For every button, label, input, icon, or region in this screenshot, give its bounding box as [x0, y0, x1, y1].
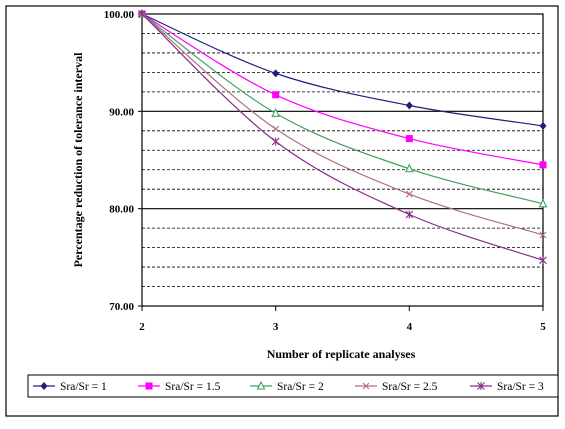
x-axis-tick-labels: 2 3 4 5	[139, 306, 546, 333]
series-4-point-stroke	[539, 231, 547, 239]
legend-swatch-marker	[256, 380, 266, 390]
series-4-line	[141, 13, 544, 236]
legend-item-4: Sra/Sr = 2.5	[355, 381, 438, 393]
legend-swatch-marker	[40, 382, 48, 390]
legend-box	[27, 374, 559, 398]
legend-swatch-marker	[145, 382, 153, 390]
x-tick-label: 5	[540, 321, 546, 333]
y-tick-label: 90.00	[109, 106, 134, 118]
x-tick-label: 2	[139, 321, 145, 333]
plot-area	[141, 13, 544, 307]
series-2-point	[539, 161, 547, 169]
series-1-point	[405, 101, 413, 110]
series-3-line	[141, 13, 544, 205]
series-1-point	[539, 121, 547, 130]
legend-item-1: Sra/Sr = 1	[33, 381, 107, 393]
series-4-point	[272, 125, 280, 133]
series-3-point	[271, 108, 281, 117]
legend-label: Sra/Sr = 3	[497, 381, 544, 393]
legend-item-2: Sra/Sr = 1.5	[138, 381, 221, 393]
legend-swatch-marker	[477, 382, 485, 390]
legend-swatch-marker-stroke	[362, 382, 370, 390]
series-5-point	[271, 137, 280, 146]
series-5-point	[138, 10, 146, 18]
series-4-point	[539, 231, 547, 239]
series-3	[137, 8, 548, 208]
series-4-point	[405, 190, 413, 198]
series-group	[137, 8, 548, 265]
series-4-point-stroke	[272, 125, 280, 133]
series-5-point	[405, 210, 414, 219]
legend-label: Sra/Sr = 2	[277, 381, 324, 393]
legend-label: Sra/Sr = 1	[60, 381, 107, 393]
series-5-line	[141, 13, 544, 261]
legend-swatch-marker	[362, 382, 370, 390]
y-axis-title: Percentage reduction of tolerance interv…	[71, 52, 85, 267]
series-2-point	[272, 91, 280, 99]
y-tick-label: 100.00	[104, 9, 135, 21]
x-axis-title: Number of replicate analyses	[267, 347, 416, 361]
series-1-point	[272, 69, 280, 78]
series-5	[138, 10, 547, 265]
legend-label: Sra/Sr = 1.5	[165, 381, 221, 393]
series-4-point-stroke	[405, 190, 413, 198]
x-tick-label: 3	[273, 321, 279, 333]
series-2-line	[141, 13, 544, 166]
series-5-point	[539, 256, 547, 265]
series-3-point	[538, 198, 548, 208]
series-3-point	[404, 163, 414, 173]
legend: Sra/Sr = 1 Sra/Sr = 1.5 Sra/Sr = 2 Sra/Sr =…	[33, 380, 544, 393]
series-2-point	[405, 135, 413, 143]
legend-item-5: Sra/Sr = 3	[470, 381, 544, 393]
x-tick-label: 4	[407, 321, 413, 333]
y-tick-label: 80.00	[109, 204, 134, 216]
legend-item-3: Sra/Sr = 2	[250, 380, 324, 393]
series-1-line	[141, 13, 544, 127]
y-tick-label: 70.00	[109, 301, 134, 313]
legend-label: Sra/Sr = 2.5	[382, 381, 438, 393]
